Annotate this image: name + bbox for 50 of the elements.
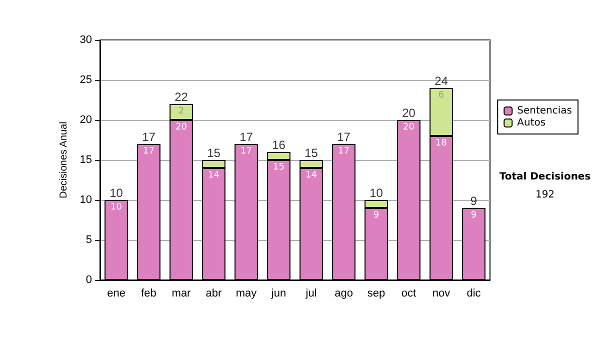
data-label: 17 xyxy=(143,146,154,156)
y-tick-label: 20 xyxy=(80,114,92,126)
total-label: 17 xyxy=(142,130,156,144)
data-label: 17 xyxy=(338,146,350,156)
x-tick-label: may xyxy=(236,288,258,300)
data-label: 9 xyxy=(470,210,477,220)
data-label: 14 xyxy=(306,170,318,180)
x-tick-label: sep xyxy=(367,288,386,300)
data-label: 20 xyxy=(176,122,188,132)
y-tick-label: 10 xyxy=(80,194,92,206)
total-label: 17 xyxy=(240,130,254,144)
x-tick-label: oct xyxy=(401,288,416,300)
y-tick-label: 15 xyxy=(80,154,92,166)
data-label: 14 xyxy=(208,170,220,180)
total-label: 15 xyxy=(304,146,318,160)
data-label: 9 xyxy=(373,210,380,220)
total-label: 17 xyxy=(337,130,351,144)
x-tick-label: ene xyxy=(107,288,126,300)
total-label: 9 xyxy=(470,194,478,208)
y-tick-label: 30 xyxy=(80,34,92,46)
x-tick-label: ago xyxy=(334,288,353,300)
data-label: 10 xyxy=(110,202,122,212)
total-label: 15 xyxy=(207,146,221,160)
total-label: 16 xyxy=(272,138,286,152)
x-tick-label: nov xyxy=(432,288,451,300)
y-tick-label: 0 xyxy=(86,274,92,286)
total-label: 22 xyxy=(174,90,188,104)
data-label: 2 xyxy=(178,106,184,116)
text: 192 xyxy=(535,190,555,200)
data-label: 18 xyxy=(436,138,448,148)
text: Total Decisiones xyxy=(499,172,591,182)
x-tick-label: abr xyxy=(206,288,222,300)
total-label: 10 xyxy=(110,186,124,200)
x-tick-label: mar xyxy=(172,288,192,300)
data-label: 15 xyxy=(273,162,284,172)
total-label: 24 xyxy=(434,74,448,88)
total-label: 20 xyxy=(402,106,416,120)
legend-label: Autos xyxy=(517,118,546,128)
legend-label: Sentencias xyxy=(517,106,572,116)
x-tick-label: jul xyxy=(304,288,317,300)
x-tick-label: dic xyxy=(466,288,482,300)
y-axis-title: Decisiones Anual xyxy=(58,122,70,198)
y-tick-label: 25 xyxy=(80,74,92,86)
x-tick-label: feb xyxy=(141,288,156,300)
x-tick-label: jun xyxy=(270,288,286,300)
data-label: 20 xyxy=(403,122,415,132)
data-label: 6 xyxy=(438,90,444,100)
y-tick-label: 5 xyxy=(86,234,92,246)
data-label: 17 xyxy=(240,146,252,156)
total-label: 10 xyxy=(370,186,384,200)
